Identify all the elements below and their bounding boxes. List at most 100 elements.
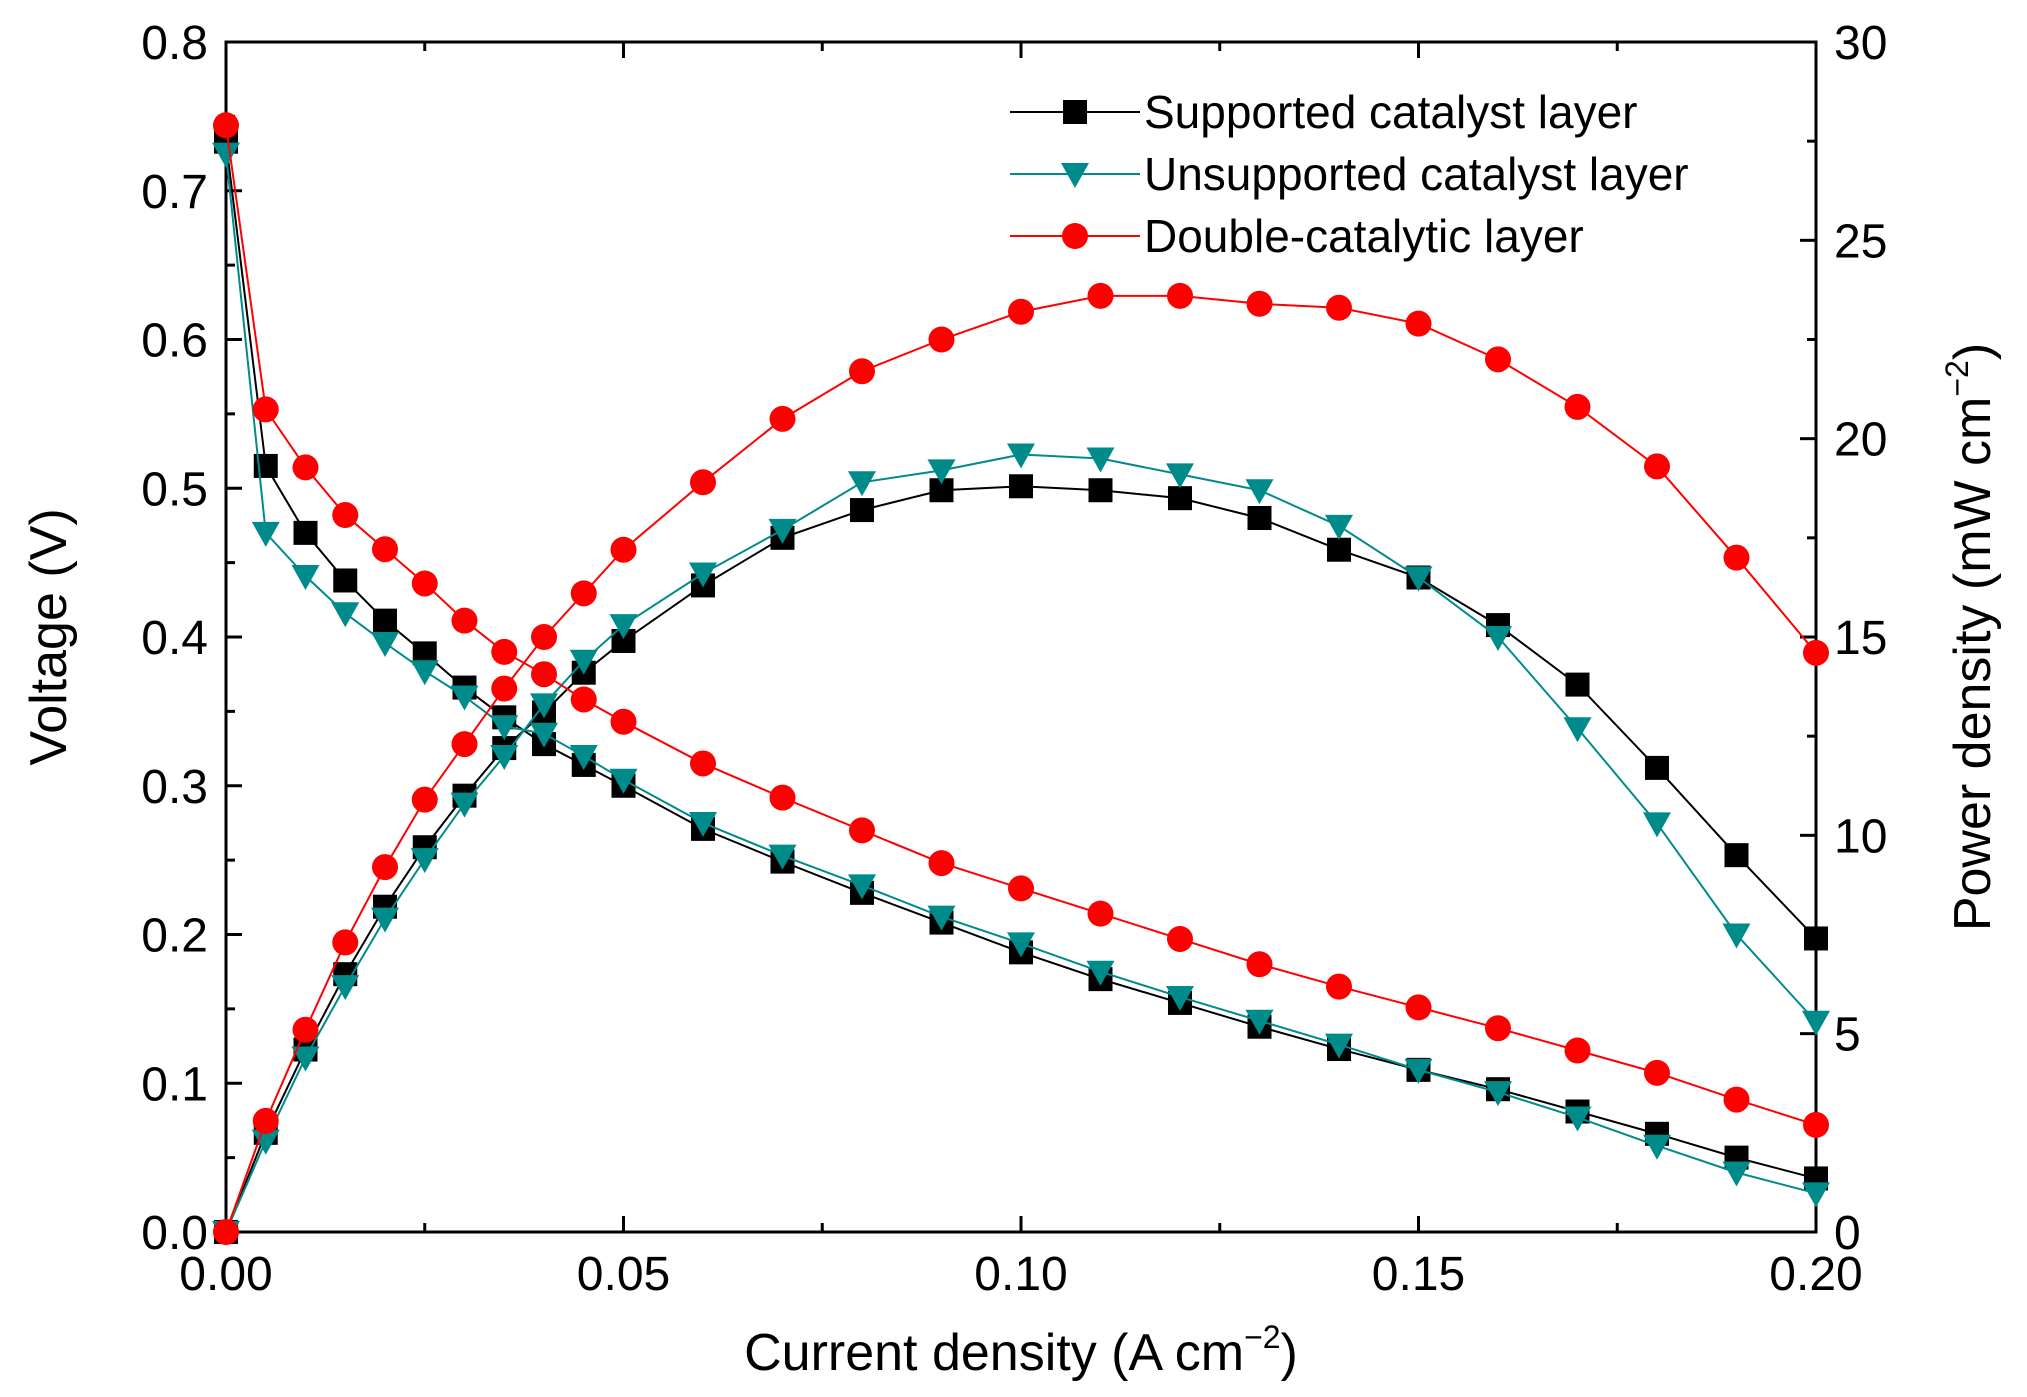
- unsupported-catalyst-layer-voltage-point: [371, 631, 399, 657]
- unsupported-catalyst-layer-voltage-point: [331, 602, 360, 628]
- double-catalytic-layer-power-point: [292, 1016, 319, 1043]
- unsupported-catalyst-layer-voltage-point: [212, 142, 240, 168]
- double-catalytic-layer-voltage-point: [1167, 925, 1193, 952]
- double-catalytic-layer-power-point: [213, 1219, 239, 1245]
- unsupported-catalyst-layer-power-point: [331, 975, 360, 1001]
- unsupported-catalyst-layer-power-point: [1484, 626, 1512, 651]
- y-left-tick-label: 0.8: [141, 17, 208, 70]
- double-catalytic-layer-voltage-point: [372, 536, 398, 563]
- unsupported-catalyst-layer-power-point: [410, 848, 439, 874]
- double-catalytic-layer-power-point: [1803, 639, 1829, 666]
- supported-catalyst-layer-voltage-point: [293, 520, 318, 545]
- unsupported-catalyst-layer-power-point: [1643, 812, 1671, 838]
- unsupported-catalyst-layer-power-point: [251, 1129, 280, 1155]
- legend-marker: [1062, 223, 1088, 249]
- supported-catalyst-layer-power-point: [1565, 672, 1590, 697]
- supported-catalyst-layer-power-point: [1645, 755, 1669, 780]
- y-left-tick-label: 0.5: [141, 463, 208, 516]
- unsupported-catalyst-layer-voltage-line: [225, 153, 1817, 1195]
- unsupported-catalyst-layer-voltage-point: [291, 565, 320, 591]
- y-right-tick-label: 15: [1834, 612, 1887, 665]
- unsupported-catalyst-layer-voltage-point: [530, 722, 558, 748]
- double-catalytic-layer-voltage-point: [252, 396, 279, 423]
- double-catalytic-layer-voltage-point: [332, 502, 359, 529]
- double-catalytic-layer-power-point: [451, 731, 478, 758]
- legend: Supported catalyst layer Unsupported cata…: [1010, 86, 1689, 262]
- double-catalytic-layer-voltage-point: [1008, 875, 1034, 902]
- y-right-tick-label: 5: [1834, 1009, 1861, 1062]
- y-left-tick-label: 0.4: [141, 612, 208, 665]
- unsupported-catalyst-layer-voltage-point: [251, 521, 280, 547]
- unsupported-catalyst-layer-voltage-point: [927, 905, 956, 931]
- unsupported-catalyst-layer-voltage-point: [1563, 1106, 1592, 1132]
- y-left-tick-label: 0.7: [141, 166, 208, 219]
- unsupported-catalyst-layer-power-point: [490, 745, 519, 770]
- unsupported-catalyst-layer-power-point: [1086, 447, 1115, 473]
- x-tick-label: 0.00: [179, 1248, 272, 1301]
- x-tick-label: 0.15: [1372, 1248, 1465, 1301]
- supported-catalyst-layer-power-point: [1168, 486, 1192, 511]
- y-left-tick-label: 0.6: [141, 315, 208, 368]
- unsupported-catalyst-layer-power-point: [1245, 479, 1274, 505]
- y-right-tick-label: 25: [1834, 215, 1887, 268]
- unsupported-catalyst-layer-power-point: [609, 614, 638, 640]
- supported-catalyst-layer-power-point: [1247, 506, 1272, 530]
- legend-marker: [1063, 100, 1087, 124]
- unsupported-catalyst-layer-power-point: [689, 562, 717, 588]
- unsupported-catalyst-layer-power-point: [1563, 717, 1592, 743]
- right-y-axis-ticks: 0 5 10 15 20 25 30: [1800, 17, 1887, 1260]
- x-tick-label: 0.05: [577, 1248, 670, 1301]
- double-catalytic-layer-power-point: [849, 358, 875, 385]
- x-axis-title: Current density (A cm−2): [744, 1319, 1298, 1382]
- series-layer: [212, 112, 1830, 1246]
- unsupported-catalyst-layer-power-point: [1404, 566, 1433, 592]
- double-catalytic-layer-power-point: [1564, 393, 1591, 420]
- y-right-tick-label: 0: [1834, 1207, 1861, 1260]
- double-catalytic-layer-voltage-point: [690, 750, 716, 777]
- double-catalytic-layer-series: [213, 112, 1829, 1245]
- unsupported-catalyst-layer-voltage-point: [450, 685, 479, 711]
- double-catalytic-layer-voltage-point: [1485, 1015, 1511, 1042]
- left-y-axis-ticks: 0.0 0.1 0.2 0.3 0.4 0.5 0.6 0.7 0.8: [141, 17, 242, 1260]
- legend-label: Unsupported catalyst layer: [1144, 148, 1689, 200]
- unsupported-catalyst-layer-voltage-point: [1007, 932, 1035, 958]
- double-catalytic-layer-voltage-point: [1087, 900, 1114, 927]
- unsupported-catalyst-layer-voltage-point: [689, 811, 717, 837]
- unsupported-catalyst-layer-power-point: [371, 907, 399, 933]
- double-catalytic-layer-power-point: [1246, 290, 1273, 317]
- supported-catalyst-layer-power-point: [1724, 843, 1749, 868]
- double-catalytic-layer-power-point: [372, 854, 398, 881]
- y-left-tick-label: 0.0: [141, 1207, 208, 1260]
- double-catalytic-layer-voltage-point: [1405, 994, 1432, 1021]
- double-catalytic-layer-power-point: [1087, 282, 1114, 309]
- unsupported-catalyst-layer-voltage-point: [848, 874, 876, 900]
- unsupported-catalyst-layer-voltage-point: [1404, 1058, 1433, 1084]
- double-catalytic-layer-voltage-point: [570, 686, 597, 713]
- supported-catalyst-layer-power-point: [1804, 926, 1828, 951]
- unsupported-catalyst-layer-voltage-point: [1643, 1134, 1671, 1160]
- supported-catalyst-layer-power-point: [1327, 537, 1351, 562]
- unsupported-catalyst-layer-voltage-point: [1325, 1033, 1353, 1059]
- double-catalytic-layer-power-point: [1008, 298, 1034, 325]
- double-catalytic-layer-power-point: [1485, 346, 1511, 373]
- unsupported-catalyst-layer-power-point: [768, 518, 797, 544]
- unsupported-catalyst-layer-voltage-point: [1086, 960, 1115, 986]
- supported-catalyst-layer-voltage-line: [225, 141, 1817, 1180]
- double-catalytic-layer-voltage-point: [1326, 973, 1352, 1000]
- double-catalytic-layer-voltage-point: [1564, 1037, 1591, 1064]
- double-catalytic-layer-voltage-point: [213, 112, 239, 139]
- double-catalytic-layer-voltage-point: [610, 708, 637, 735]
- y-right-tick-label: 20: [1834, 414, 1887, 467]
- unsupported-catalyst-layer-voltage-point: [768, 844, 797, 870]
- double-catalytic-layer-voltage-point: [1246, 951, 1273, 978]
- unsupported-catalyst-layer-power-point: [291, 1046, 320, 1072]
- legend-marker: [1061, 163, 1089, 188]
- legend-label: Supported catalyst layer: [1144, 86, 1638, 138]
- double-catalytic-layer-power-point: [252, 1107, 279, 1134]
- double-catalytic-layer-power-line: [225, 294, 1817, 1233]
- legend-item-unsupported-catalyst-layer: Unsupported catalyst layer: [1010, 148, 1689, 200]
- supported-catalyst-layer-power-point: [1009, 474, 1033, 499]
- unsupported-catalyst-layer-power-point: [1166, 463, 1194, 489]
- double-catalytic-layer-voltage-point: [1803, 1111, 1829, 1138]
